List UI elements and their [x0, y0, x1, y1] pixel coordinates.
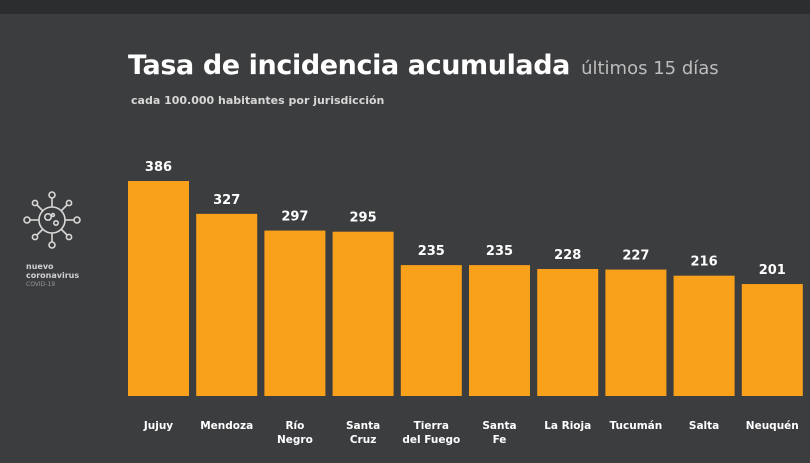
- bar-6: [537, 269, 599, 396]
- value-label-5: 235: [486, 244, 513, 259]
- title-row: Tasa de incidencia acumulada últimos 15 …: [128, 50, 719, 81]
- logo-line-3: COVID-19: [26, 281, 56, 288]
- bar-8: [673, 275, 735, 396]
- logo-text: nuevo coronavirus COVID-19: [26, 262, 79, 289]
- category-label-8: Salta: [689, 420, 719, 432]
- category-label-7: Tucumán: [610, 420, 663, 432]
- category-labels-group: Jujuy Mendoza Río Negro Santa Cruz Tierra del F…: [143, 420, 799, 446]
- category-label-3: Santa Cruz: [346, 420, 380, 446]
- value-label-7: 227: [622, 249, 649, 264]
- chart-subtitle: cada 100.000 habitantes por jurisdicción: [131, 94, 385, 107]
- category-label-1: Mendoza: [200, 420, 253, 432]
- bar-7: [605, 269, 667, 396]
- value-label-8: 216: [691, 255, 718, 270]
- logo-line-1: nuevo: [26, 262, 54, 271]
- logo-line-2: coronavirus: [26, 271, 80, 280]
- category-label-6: La Rioja: [544, 420, 591, 432]
- bar-9: [741, 284, 803, 396]
- coronavirus-logo: nuevo coronavirus COVID-19: [14, 188, 104, 298]
- bar-5: [469, 265, 530, 396]
- category-label-2: Río Negro: [277, 420, 313, 446]
- category-label-0: Jujuy: [143, 420, 173, 432]
- bar-4: [400, 265, 462, 396]
- category-label-5: Santa Fe: [482, 420, 516, 446]
- chart-title-suffix: últimos 15 días: [581, 58, 719, 79]
- bars-group: [128, 181, 803, 396]
- bar-1: [196, 213, 258, 396]
- bar-0: [128, 181, 189, 396]
- value-label-6: 228: [554, 248, 581, 263]
- value-label-4: 235: [418, 244, 445, 259]
- top-band: [0, 0, 810, 14]
- value-label-9: 201: [759, 263, 786, 278]
- bar-3: [332, 231, 394, 396]
- category-label-4: Tierra del Fuego: [402, 420, 460, 446]
- chart-title: Tasa de incidencia acumulada: [128, 50, 570, 81]
- value-label-1: 327: [213, 193, 240, 208]
- value-labels-group: 386 327 297 295 235 235 228 227 216 201: [145, 160, 786, 278]
- value-label-3: 295: [350, 211, 377, 226]
- value-label-2: 297: [281, 210, 308, 225]
- value-label-0: 386: [145, 160, 172, 175]
- coronavirus-icon: [23, 191, 81, 249]
- category-label-9: Neuquén: [746, 420, 799, 432]
- bar-2: [264, 230, 326, 396]
